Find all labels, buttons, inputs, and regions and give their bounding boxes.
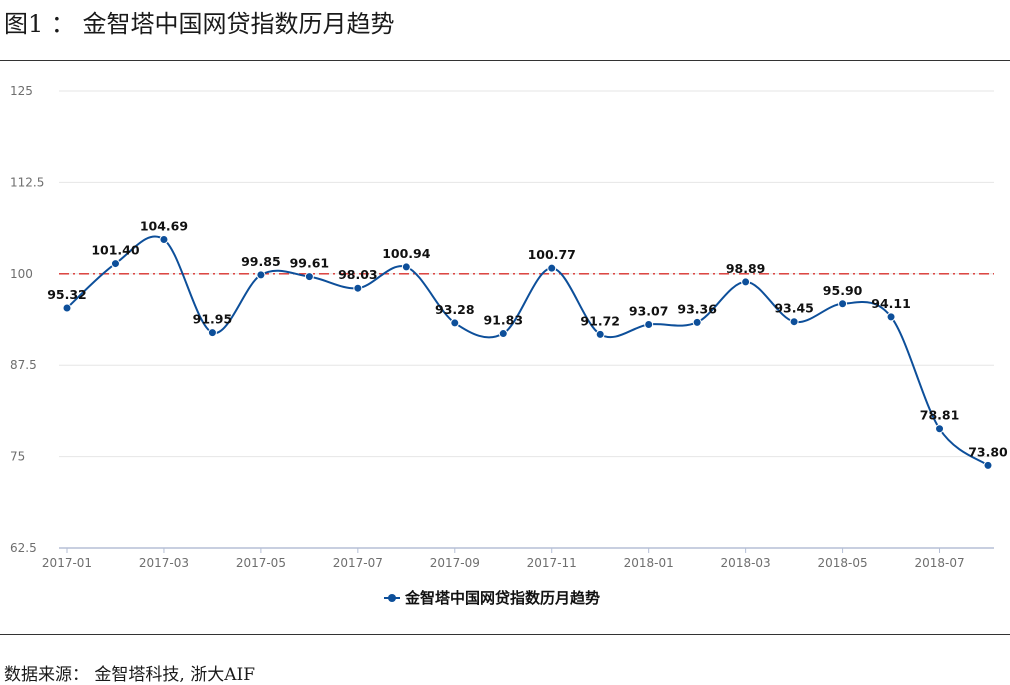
x-tick-label: 2017-09 xyxy=(430,556,480,570)
data-label: 73.80 xyxy=(968,444,1008,459)
top-rule xyxy=(0,60,1010,61)
data-point xyxy=(207,328,217,338)
data-label: 91.83 xyxy=(483,313,523,328)
y-tick-label: 100 xyxy=(10,267,33,281)
legend[interactable]: 金智塔中国网贷指数历月趋势 xyxy=(384,589,600,607)
data-point xyxy=(62,303,72,313)
data-point xyxy=(886,312,896,322)
data-label: 99.61 xyxy=(290,256,330,271)
data-point xyxy=(256,270,266,280)
data-label: 91.72 xyxy=(580,313,620,328)
data-label: 95.90 xyxy=(823,283,863,298)
data-label: 91.95 xyxy=(193,312,233,327)
series-line xyxy=(66,235,989,467)
data-point xyxy=(547,263,557,273)
x-tick-label: 2017-11 xyxy=(527,556,577,570)
legend-item[interactable]: 金智塔中国网贷指数历月趋势 xyxy=(384,589,600,607)
x-tick-label: 2018-03 xyxy=(721,556,771,570)
data-label: 93.28 xyxy=(435,302,475,317)
x-tick-label: 2017-01 xyxy=(42,556,92,570)
data-label: 78.81 xyxy=(920,408,960,423)
data-label: 101.40 xyxy=(91,243,140,258)
figure-title: 图1 ： 金智塔中国网贷指数历月趋势 xyxy=(4,10,395,38)
y-tick-label: 87.5 xyxy=(10,358,37,372)
y-tick-label: 62.5 xyxy=(10,541,37,555)
data-label: 93.45 xyxy=(774,301,814,316)
data-point xyxy=(498,329,508,339)
data-point xyxy=(159,235,169,245)
data-point xyxy=(838,299,848,309)
series-layer xyxy=(62,235,993,470)
x-tick-label: 2017-07 xyxy=(333,556,383,570)
data-point xyxy=(595,329,605,339)
data-label: 104.69 xyxy=(140,219,188,234)
bottom-rule xyxy=(0,634,1010,635)
data-label: 99.85 xyxy=(241,254,281,269)
data-label: 93.07 xyxy=(629,303,669,318)
data-point xyxy=(353,283,363,293)
source-note: 数据来源： 金智塔科技, 浙大AIF xyxy=(4,665,255,685)
data-point xyxy=(304,272,314,282)
data-point xyxy=(450,318,460,328)
data-point xyxy=(935,424,945,434)
y-tick-label: 125 xyxy=(10,84,33,98)
data-point xyxy=(401,262,411,272)
data-point xyxy=(983,460,993,470)
data-label: 95.32 xyxy=(47,287,87,302)
data-label: 100.77 xyxy=(528,247,576,262)
x-tick-label: 2018-07 xyxy=(914,556,964,570)
y-tick-label: 75 xyxy=(10,450,25,464)
x-tick-label: 2017-03 xyxy=(139,556,189,570)
x-tick-label: 2018-05 xyxy=(818,556,868,570)
data-label: 93.36 xyxy=(677,301,717,316)
data-label: 100.94 xyxy=(382,246,431,261)
data-point xyxy=(692,317,702,327)
data-label: 98.89 xyxy=(726,261,766,276)
legend-marker xyxy=(388,594,396,602)
x-axis: 2017-01 2017-03 2017-05 2017-07 2017-09 2017-… xyxy=(42,547,994,570)
y-tick-label: 112.5 xyxy=(10,175,44,189)
x-tick-label: 2017-05 xyxy=(236,556,286,570)
data-point xyxy=(789,317,799,327)
data-point xyxy=(741,277,751,287)
data-point xyxy=(644,319,654,329)
y-axis: 62.5 75 87.5 100 112.5 125 xyxy=(10,84,44,555)
x-tick-label: 2018-01 xyxy=(624,556,674,570)
data-label: 98.03 xyxy=(338,267,378,282)
data-label: 94.11 xyxy=(871,296,911,311)
legend-label: 金智塔中国网贷指数历月趋势 xyxy=(404,589,600,607)
data-point xyxy=(110,259,120,269)
